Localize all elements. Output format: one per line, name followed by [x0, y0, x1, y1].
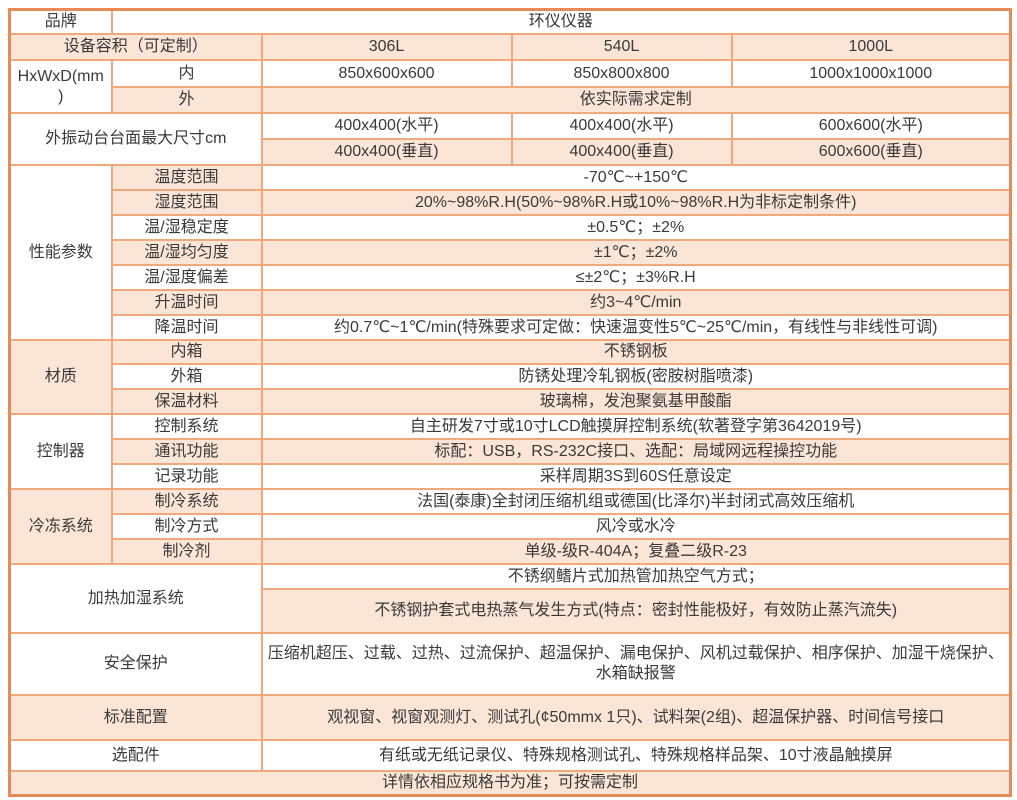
table-row: 升温时间 约3~4℃/min	[10, 289, 1012, 316]
table-row: 温/湿稳定度 ±0.5℃；±2%	[10, 214, 1012, 241]
uniformity-value: ±1℃；±2%	[260, 239, 1012, 266]
cooling-method-value: 风冷或水冷	[260, 513, 1012, 540]
capacity-label: 设备容积（可定制）	[8, 33, 263, 61]
table-row: 保温材料 玻璃棉，发泡聚氨基甲酸酯	[10, 388, 1012, 415]
outer-box-label: 外箱	[110, 363, 263, 390]
heating-humidifying-label: 加热加湿系统	[8, 563, 263, 634]
material-section-label: 材质	[8, 339, 113, 415]
table-row: 标准配置 观视窗、视窗观测灯、测试孔(¢50mmx 1只)、试料架(2组)、超温保…	[8, 694, 1012, 741]
table-row: 降温时间 约0.7℃~1℃/min(特殊要求可定做：快速温变性5℃~25℃/min…	[10, 314, 1012, 341]
table-row: 外箱 防锈处理冷轧钢板(密胺树脂喷漆)	[10, 363, 1012, 390]
insulation-label: 保温材料	[110, 388, 263, 415]
temp-range-value: -70℃~+150℃	[260, 164, 1012, 191]
inner-dim-value-3: 1000x1000x1000	[730, 59, 1012, 88]
inner-box-value: 不锈钢板	[260, 339, 1012, 365]
refrigerant-label: 制冷剂	[110, 538, 263, 565]
temp-range-label: 温度范围	[110, 164, 263, 191]
controller-section-label: 控制器	[8, 413, 113, 490]
spec-table-body: 品牌 环仪仪器 设备容积（可定制） 306L 540L 1000L HxWxD(mm) 内 85…	[8, 8, 1012, 797]
table-row: 通讯功能 标配：USB，RS-232C接口、选配：局域网远程操控功能	[10, 438, 1012, 465]
vibration-h-value-1: 400x400(水平)	[260, 112, 513, 140]
control-system-label: 控制系统	[110, 413, 263, 440]
stability-value: ±0.5℃；±2%	[260, 214, 1012, 241]
refrigerant-value: 单级-级R-404A；复叠二级R-23	[260, 538, 1012, 565]
spec-table: 品牌 环仪仪器 设备容积（可定制） 306L 540L 1000L HxWxD(mm) 内 85…	[8, 8, 1013, 797]
table-row: 400x400(垂直) 400x400(垂直) 600x600(垂直)	[10, 138, 1012, 166]
table-row: 制冷方式 风冷或水冷	[10, 513, 1012, 540]
cooling-system-value: 法国(泰康)全封闭压缩机组或德国(比泽尔)半封闭式高效压缩机	[260, 488, 1012, 515]
communication-label: 通讯功能	[110, 438, 263, 465]
table-row: 制冷剂 单级-级R-404A；复叠二级R-23	[10, 538, 1012, 565]
table-row: 选配件 有纸或无纸记录仪、特殊规格测试孔、特殊规格样品架、10寸液晶触摸屏	[8, 739, 1012, 772]
heating-method-value: 不锈纲鳍片式加热管加热空气方式；	[260, 563, 1012, 590]
table-row: 记录功能 采样周期3S到60S任意设定	[10, 463, 1012, 490]
recording-value: 采样周期3S到60S任意设定	[260, 463, 1012, 490]
table-row: 湿度范围 20%~98%R.H(50%~98%R.H或10%~98%R.H为非标定…	[10, 189, 1012, 216]
table-row: 设备容积（可定制） 306L 540L 1000L	[8, 33, 1012, 61]
humidity-range-label: 湿度范围	[110, 189, 263, 216]
brand-value: 环仪仪器	[110, 8, 1012, 35]
stability-label: 温/湿稳定度	[110, 214, 263, 241]
table-row: 外依实际需求定制	[10, 86, 1012, 114]
table-row: 品牌 环仪仪器	[8, 8, 1012, 35]
standard-config-value: 观视窗、视窗观测灯、测试孔(¢50mmx 1只)、试料架(2组)、超温保护器、时…	[260, 694, 1012, 741]
vibration-h-value-2: 400x400(水平)	[510, 112, 733, 140]
table-row: 材质 内箱 不锈钢板	[8, 339, 1012, 415]
outer-dim-label: 外	[110, 86, 263, 114]
brand-label: 品牌	[8, 8, 113, 35]
cooldown-time-label: 降温时间	[110, 314, 263, 341]
safety-protection-value: 压缩机超压、过载、过热、过流保护、超温保护、漏电保护、风机过载保护、相序保护、加…	[260, 632, 1012, 696]
outer-dim-value: 依实际需求定制	[260, 86, 1012, 114]
deviation-value: ≤±2℃；±3%R.H	[260, 264, 1012, 291]
table-row: 冷冻系统 制冷系统 法国(泰康)全封闭压缩机组或德国(比泽尔)半封闭式高效压缩机	[8, 488, 1012, 565]
optional-parts-label: 选配件	[8, 739, 263, 772]
table-row: HxWxD(mm) 内 850x600x600 850x800x800 1000x100…	[8, 59, 1012, 114]
optional-parts-value: 有纸或无纸记录仪、特殊规格测试孔、特殊规格样品架、10寸液晶触摸屏	[260, 739, 1012, 772]
capacity-value-2: 540L	[510, 33, 733, 61]
communication-value: 标配：USB，RS-232C接口、选配：局域网远程操控功能	[260, 438, 1012, 465]
safety-protection-label: 安全保护	[8, 632, 263, 696]
table-row: 温/湿均匀度 ±1℃；±2%	[10, 239, 1012, 266]
insulation-value: 玻璃棉，发泡聚氨基甲酸酯	[260, 388, 1012, 415]
table-row: 性能参数 温度范围 -70℃~+150℃	[8, 164, 1012, 341]
table-row: 加热加湿系统 不锈纲鳍片式加热管加热空气方式；	[8, 563, 1012, 634]
table-row: 不锈钢护套式电热蒸气发生方式(特点：密封性能极好，有效防止蒸汽流失)	[10, 588, 1012, 634]
cooling-system-label: 制冷系统	[110, 488, 263, 515]
table-row: 安全保护 压缩机超压、过载、过热、过流保护、超温保护、漏电保护、风机过载保护、相序…	[8, 632, 1012, 696]
table-row: 外振动台台面最大尺寸cm 400x400(水平) 400x400(水平) 600x60…	[8, 112, 1012, 166]
outer-box-value: 防锈处理冷轧钢板(密胺树脂喷漆)	[260, 363, 1012, 390]
inner-dim-value-2: 850x800x800	[510, 59, 733, 88]
cooling-method-label: 制冷方式	[110, 513, 263, 540]
vibration-table-label: 外振动台台面最大尺寸cm	[8, 112, 263, 166]
standard-config-label: 标准配置	[8, 694, 263, 741]
heatup-time-label: 升温时间	[110, 289, 263, 316]
capacity-value-1: 306L	[260, 33, 513, 61]
refrigeration-section-label: 冷冻系统	[8, 488, 113, 565]
deviation-label: 温/湿度偏差	[110, 264, 263, 291]
table-row: 详情依相应规格书为准；可按需定制	[8, 770, 1012, 797]
cooldown-time-value: 约0.7℃~1℃/min(特殊要求可定做：快速温变性5℃~25℃/min，有线性…	[260, 314, 1012, 341]
table-row: 温/湿度偏差 ≤±2℃；±3%R.H	[10, 264, 1012, 291]
footer-note: 详情依相应规格书为准；可按需定制	[8, 770, 1012, 797]
performance-section-label: 性能参数	[8, 164, 113, 341]
vibration-v-value-1: 400x400(垂直)	[260, 138, 513, 166]
dimensions-label: HxWxD(mm)	[8, 59, 113, 114]
capacity-value-3: 1000L	[730, 33, 1012, 61]
inner-dim-value-1: 850x600x600	[260, 59, 513, 88]
heatup-time-value: 约3~4℃/min	[260, 289, 1012, 316]
inner-dim-label: 内	[110, 59, 263, 88]
table-row: 控制器 控制系统 自主研发7寸或10寸LCD触摸屏控制系统(软著登字第3642019…	[8, 413, 1012, 490]
vibration-v-value-2: 400x400(垂直)	[510, 138, 733, 166]
vibration-h-value-3: 600x600(水平)	[730, 112, 1012, 140]
inner-box-label: 内箱	[110, 339, 263, 365]
control-system-value: 自主研发7寸或10寸LCD触摸屏控制系统(软著登字第3642019号)	[260, 413, 1012, 440]
uniformity-label: 温/湿均匀度	[110, 239, 263, 266]
vibration-v-value-3: 600x600(垂直)	[730, 138, 1012, 166]
humidifying-method-value: 不锈钢护套式电热蒸气发生方式(特点：密封性能极好，有效防止蒸汽流失)	[260, 588, 1012, 634]
recording-label: 记录功能	[110, 463, 263, 490]
humidity-range-value: 20%~98%R.H(50%~98%R.H或10%~98%R.H为非标定制条件)	[260, 189, 1012, 216]
